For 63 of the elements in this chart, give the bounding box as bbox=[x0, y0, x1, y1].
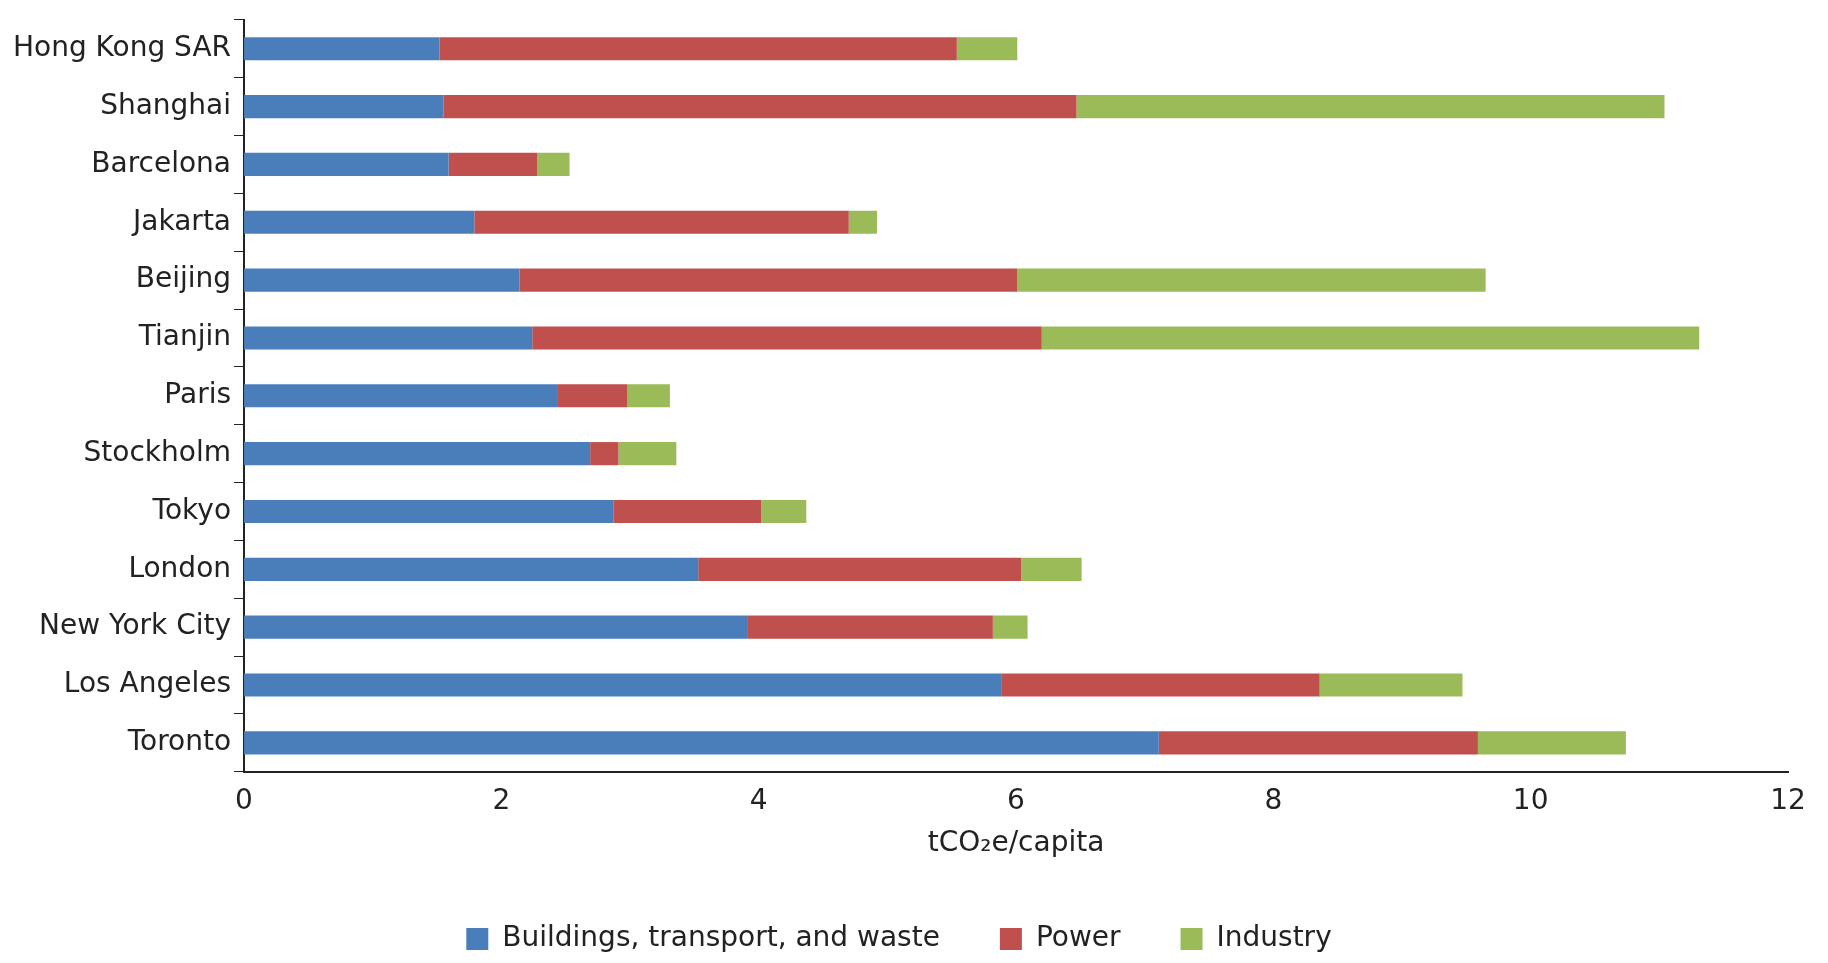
y-tick-label: Shanghai bbox=[100, 87, 232, 121]
y-tick-label: London bbox=[128, 550, 232, 584]
bar bbox=[244, 731, 1159, 755]
legend-label: Industry bbox=[1216, 920, 1332, 954]
bar bbox=[244, 442, 591, 466]
y-tick-label: Tianjin bbox=[137, 319, 232, 353]
bar bbox=[590, 442, 619, 466]
bar bbox=[1158, 731, 1478, 755]
bar bbox=[537, 152, 570, 176]
bar bbox=[244, 557, 699, 581]
bar bbox=[1319, 673, 1463, 697]
y-tick-label: Toronto bbox=[126, 724, 232, 758]
y-tick-label: Barcelona bbox=[91, 145, 232, 179]
bar bbox=[439, 37, 957, 61]
bar bbox=[747, 615, 993, 639]
bar bbox=[244, 210, 475, 234]
bar bbox=[532, 326, 1042, 350]
bar bbox=[557, 384, 628, 408]
bar bbox=[1001, 673, 1320, 697]
bar bbox=[519, 268, 1018, 292]
x-axis-title: tCO₂e/capita bbox=[927, 825, 1105, 859]
bar bbox=[956, 37, 1018, 61]
x-tick-label: 6 bbox=[1007, 782, 1025, 816]
x-tick-label: 2 bbox=[492, 782, 511, 816]
bar bbox=[244, 326, 533, 350]
bar bbox=[1017, 268, 1486, 292]
bar bbox=[244, 499, 614, 524]
bar bbox=[443, 95, 1077, 119]
bar bbox=[244, 615, 748, 639]
bar bbox=[1041, 326, 1700, 350]
y-tick-label: Stockholm bbox=[83, 434, 232, 468]
bar bbox=[992, 615, 1028, 639]
y-tick-label: Los Angeles bbox=[63, 666, 232, 700]
bar bbox=[474, 210, 849, 234]
bar bbox=[244, 95, 444, 119]
bar bbox=[448, 152, 538, 176]
bar bbox=[244, 384, 558, 408]
y-tick-label: New York City bbox=[39, 608, 232, 642]
y-tick-label: Jakarta bbox=[131, 203, 232, 237]
bar bbox=[618, 442, 677, 466]
bar bbox=[613, 499, 762, 524]
bar bbox=[244, 37, 440, 61]
x-tick-label: 12 bbox=[1770, 782, 1806, 816]
bar bbox=[1076, 95, 1665, 119]
bar bbox=[244, 268, 520, 292]
bar bbox=[627, 384, 670, 408]
bar bbox=[1021, 557, 1082, 581]
bar bbox=[1477, 731, 1626, 755]
bar bbox=[848, 210, 878, 234]
bar bbox=[698, 557, 1022, 581]
bar bbox=[761, 499, 807, 524]
x-tick-label: 8 bbox=[1264, 782, 1283, 816]
y-tick-label: Hong Kong SAR bbox=[12, 30, 232, 63]
y-tick-label: Beijing bbox=[135, 261, 232, 295]
y-tick-label: Tokyo bbox=[151, 492, 232, 526]
x-tick-label: 4 bbox=[749, 782, 768, 816]
legend-label: Power bbox=[1035, 920, 1122, 954]
bar bbox=[244, 152, 449, 176]
bar bbox=[244, 673, 1002, 697]
x-tick-label: 0 bbox=[235, 782, 253, 816]
y-tick-label: Paris bbox=[164, 377, 232, 411]
x-tick-label: 10 bbox=[1512, 782, 1549, 816]
legend-label: Buildings, transport, and waste bbox=[502, 920, 940, 954]
